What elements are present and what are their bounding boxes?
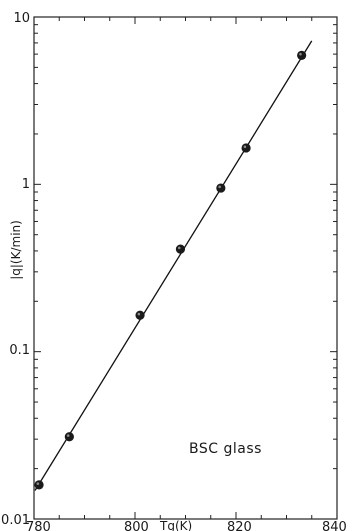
x-tick-label-820: 820	[227, 520, 252, 531]
x-tick-label-780: 780	[26, 520, 51, 531]
data-point-highlight	[177, 246, 181, 250]
y-tick-label-0.1: 0.1	[9, 343, 30, 358]
data-point	[297, 50, 307, 60]
plot-frame	[33, 16, 338, 520]
x-tick-label-800: 800	[124, 520, 149, 531]
data-point	[175, 244, 186, 254]
y-axis-label: |q|(K/min)	[9, 220, 23, 280]
ticks	[33, 17, 338, 520]
y-tick-label-0.01: 0.01	[1, 513, 30, 528]
data-point-highlight	[299, 52, 302, 56]
data-point-highlight	[218, 185, 221, 189]
x-tick-label-840: 840	[322, 520, 347, 531]
data-points	[34, 50, 307, 490]
data-point-highlight	[66, 434, 70, 437]
data-point	[216, 183, 226, 193]
data-point	[135, 310, 145, 320]
chart-annotation: BSC glass	[189, 441, 262, 457]
x-axis-label: Tg(K)	[159, 519, 192, 531]
y-tick-label-1: 1	[22, 177, 30, 192]
data-point-highlight	[243, 145, 247, 149]
data-point	[34, 480, 44, 490]
data-point	[241, 143, 251, 153]
fit-line	[34, 40, 313, 491]
data-point	[64, 432, 74, 442]
data-point-highlight	[36, 482, 40, 485]
y-tick-label-10: 10	[13, 11, 30, 26]
data-point-highlight	[137, 312, 141, 316]
